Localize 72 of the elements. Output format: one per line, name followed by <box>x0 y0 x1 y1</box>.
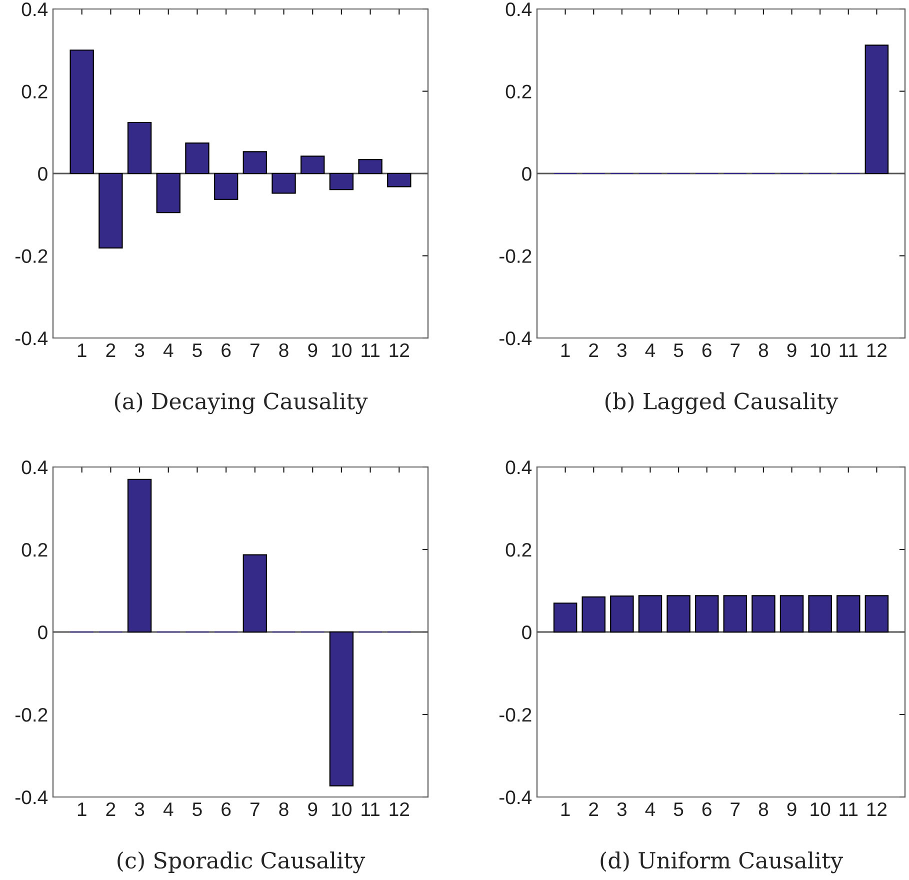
x-tick-label: 6 <box>702 802 712 816</box>
x-tick-label: 1 <box>78 802 86 816</box>
text: (d) Uniform Causality <box>600 851 843 874</box>
y-tick-label: 0.2 <box>506 542 532 557</box>
y-tick-label: -0.4 <box>500 331 532 346</box>
x-tick-label: 6 <box>222 343 231 358</box>
x-tick-label: 3 <box>134 343 144 358</box>
y-tick-label: -0.4 <box>500 790 532 804</box>
x-tick-label: 6 <box>222 802 231 816</box>
x-tick-label: 1 <box>561 802 570 816</box>
y-tick-label: 0.4 <box>506 460 532 474</box>
y-tick-label: -0.4 <box>16 790 48 804</box>
x-tick-label: 9 <box>787 802 796 816</box>
x-tick-label: 8 <box>758 343 768 358</box>
y-tick-label: 0.4 <box>22 460 48 474</box>
x-tick-label: 4 <box>645 802 656 816</box>
x-tick-label: 7 <box>730 344 740 357</box>
x-tick-label: 5 <box>192 802 202 816</box>
x-tick-label: 4 <box>163 344 174 357</box>
x-tick-label: 11 <box>362 802 380 816</box>
x-tick-label: 12 <box>867 343 887 357</box>
x-tick-label: 8 <box>279 343 288 358</box>
y-tick-label: 0 <box>38 625 48 640</box>
x-tick-label: 12 <box>390 343 409 357</box>
x-tick-label: 5 <box>674 344 684 358</box>
y-tick-label: -0.4 <box>16 331 48 346</box>
y-tick-label: 0 <box>38 166 48 181</box>
x-tick-label: 1 <box>78 344 86 357</box>
x-tick-label: 8 <box>279 802 288 816</box>
x-tick-label: 6 <box>702 343 712 358</box>
x-tick-label: 10 <box>810 802 830 816</box>
x-tick-label: 3 <box>617 343 626 358</box>
x-tick-label: 5 <box>674 802 684 816</box>
x-tick-label: 7 <box>250 802 260 816</box>
x-tick-label: 10 <box>332 802 352 816</box>
x-tick-label: 5 <box>192 344 202 358</box>
y-tick-label: 0.2 <box>506 84 532 98</box>
x-tick-label: 9 <box>787 343 796 358</box>
x-tick-label: 9 <box>308 802 318 816</box>
x-tick-label: 11 <box>840 344 858 357</box>
x-tick-label: 8 <box>758 802 768 816</box>
y-tick-label: -0.2 <box>16 708 48 722</box>
y-tick-label: -0.2 <box>500 708 532 722</box>
x-tick-label: 2 <box>589 802 598 816</box>
x-tick-label: 1 <box>561 344 570 357</box>
x-tick-label: 4 <box>163 802 174 816</box>
y-tick-label: 0.4 <box>22 2 48 16</box>
x-tick-label: 3 <box>134 802 144 816</box>
y-tick-label: 0 <box>522 166 532 181</box>
x-tick-label: 4 <box>645 344 656 357</box>
text: (c) Sporadic Causality <box>118 851 366 874</box>
x-tick-label: 11 <box>362 344 380 357</box>
x-tick-label: 2 <box>589 343 598 357</box>
y-tick-label: 0 <box>522 625 532 640</box>
y-tick-label: 0.2 <box>22 84 48 98</box>
x-tick-label: 10 <box>810 343 830 358</box>
x-tick-label: 7 <box>730 802 740 816</box>
x-tick-label: 2 <box>106 802 116 816</box>
x-tick-label: 2 <box>106 343 116 357</box>
y-tick-label: 0.2 <box>22 542 48 557</box>
x-tick-label: 9 <box>308 343 318 358</box>
x-tick-label: 10 <box>332 343 352 358</box>
x-tick-label: 7 <box>250 344 260 357</box>
x-tick-label: 11 <box>840 802 858 816</box>
text: (a) Decaying Causality <box>115 392 368 414</box>
text: (b) Lagged Causality <box>606 392 838 414</box>
x-tick-label: 3 <box>617 802 626 816</box>
y-tick-label: 0.4 <box>506 2 532 16</box>
y-tick-label: -0.2 <box>16 249 48 263</box>
x-tick-label: 12 <box>867 802 887 816</box>
x-tick-label: 12 <box>390 802 409 816</box>
y-tick-label: -0.2 <box>500 249 532 263</box>
